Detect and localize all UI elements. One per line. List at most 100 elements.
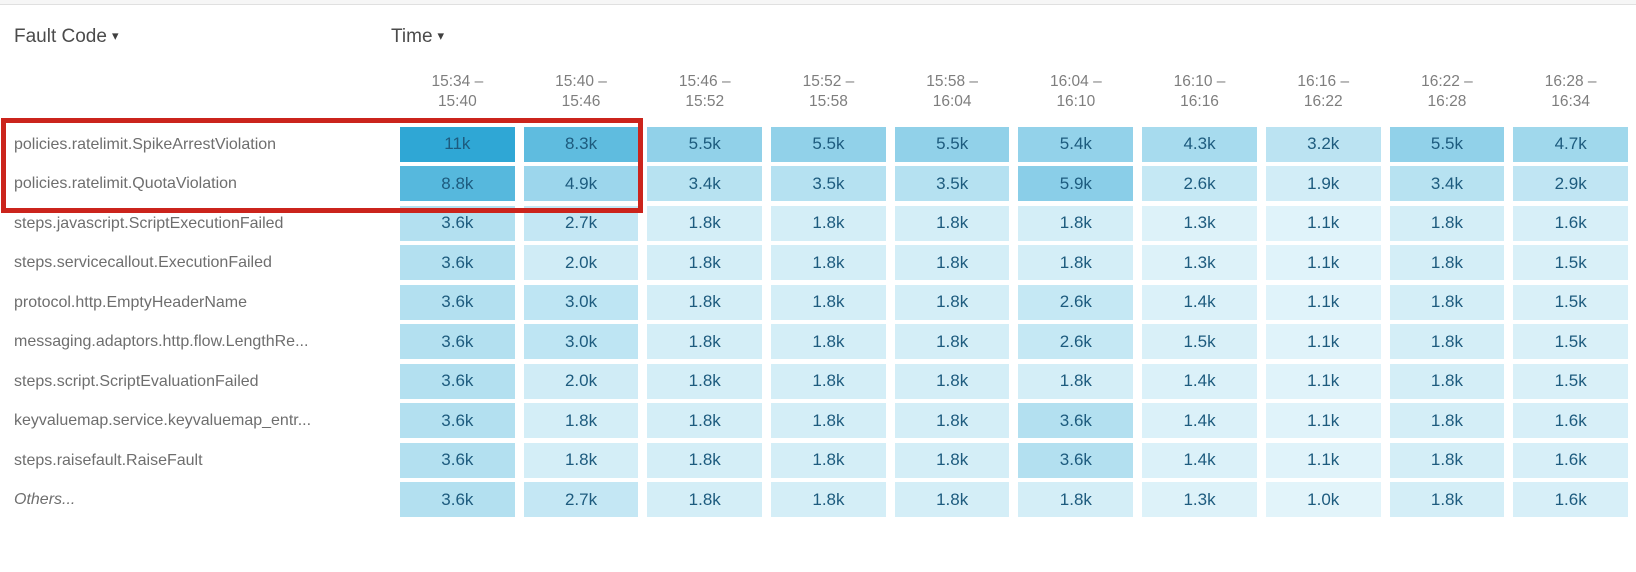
heatmap-cell[interactable]: 1.8k [647,363,763,399]
heatmap-cell[interactable]: 2.7k [523,482,639,517]
heatmap-cell[interactable]: 2.6k [1018,324,1134,359]
heatmap-cell[interactable]: 1.1k [1265,284,1381,320]
heatmap-cell[interactable]: 5.5k [771,126,886,162]
heatmap-cell[interactable]: 4.9k [523,166,639,201]
heatmap-cell[interactable]: 1.8k [894,324,1010,359]
heatmap-cell[interactable]: 1.8k [1389,363,1505,399]
heatmap-cell[interactable]: 1.4k [1142,403,1257,438]
heatmap-cell[interactable]: 1.5k [1513,284,1628,320]
heatmap-cell[interactable]: 1.6k [1513,205,1628,241]
heatmap-cell[interactable]: 8.3k [523,126,639,162]
heatmap-cell[interactable]: 1.8k [1018,245,1134,280]
heatmap-cell[interactable]: 1.6k [1513,442,1628,478]
heatmap-cell[interactable]: 1.8k [771,324,886,359]
heatmap-cell[interactable]: 1.8k [771,284,886,320]
heatmap-cell[interactable]: 3.5k [894,166,1010,201]
heatmap-cell[interactable]: 1.8k [894,403,1010,438]
heatmap-cell[interactable]: 1.8k [894,442,1010,478]
heatmap-cell[interactable]: 2.7k [523,205,639,241]
heatmap-cell[interactable]: 1.0k [1265,482,1381,517]
heatmap-cell[interactable]: 1.1k [1265,403,1381,438]
fault-code-dropdown[interactable]: Fault Code ▾ [14,26,118,48]
heatmap-cell[interactable]: 3.0k [523,324,639,359]
heatmap-cell[interactable]: 1.8k [523,403,639,438]
heatmap-cell[interactable]: 1.6k [1513,482,1628,517]
heatmap-cell[interactable]: 1.1k [1265,363,1381,399]
heatmap-cell[interactable]: 1.8k [1389,324,1505,359]
heatmap-cell[interactable]: 3.6k [400,363,515,399]
heatmap-cell[interactable]: 3.6k [400,245,515,280]
heatmap-cell[interactable]: 1.8k [647,284,763,320]
heatmap-cell[interactable]: 1.8k [1389,482,1505,517]
heatmap-cell[interactable]: 1.5k [1513,245,1628,280]
heatmap-cell[interactable]: 1.4k [1142,284,1257,320]
heatmap-cell[interactable]: 1.8k [647,324,763,359]
heatmap-cell[interactable]: 1.1k [1265,245,1381,280]
heatmap-cell[interactable]: 3.4k [647,166,763,201]
heatmap-cell[interactable]: 1.8k [771,205,886,241]
heatmap-cell[interactable]: 1.5k [1513,363,1628,399]
heatmap-cell[interactable]: 3.6k [1018,403,1134,438]
heatmap-cell[interactable]: 5.5k [1389,126,1505,162]
heatmap-cell[interactable]: 2.0k [523,245,639,280]
heatmap-cell[interactable]: 1.3k [1142,205,1257,241]
heatmap-cell[interactable]: 3.4k [1389,166,1505,201]
heatmap-cell[interactable]: 5.5k [894,126,1010,162]
heatmap-cell[interactable]: 3.6k [400,284,515,320]
heatmap-cell[interactable]: 1.8k [647,482,763,517]
heatmap-cell[interactable]: 5.4k [1018,126,1134,162]
heatmap-cell[interactable]: 1.1k [1265,442,1381,478]
heatmap-cell[interactable]: 1.4k [1142,363,1257,399]
heatmap-cell[interactable]: 8.8k [400,166,515,201]
heatmap-cell[interactable]: 3.2k [1265,126,1381,162]
heatmap-cell[interactable]: 1.8k [894,363,1010,399]
time-dropdown[interactable]: Time ▾ [391,26,444,48]
heatmap-cell[interactable]: 3.6k [1018,442,1134,478]
heatmap-cell[interactable]: 1.8k [1389,205,1505,241]
heatmap-cell[interactable]: 1.8k [894,245,1010,280]
heatmap-cell[interactable]: 1.8k [523,442,639,478]
heatmap-cell[interactable]: 1.8k [894,482,1010,517]
heatmap-cell[interactable]: 1.1k [1265,324,1381,359]
heatmap-cell[interactable]: 1.5k [1513,324,1628,359]
heatmap-cell[interactable]: 5.5k [647,126,763,162]
heatmap-cell[interactable]: 3.5k [771,166,886,201]
heatmap-cell[interactable]: 2.9k [1513,166,1628,201]
heatmap-cell[interactable]: 1.8k [1389,245,1505,280]
heatmap-cell[interactable]: 2.6k [1018,284,1134,320]
heatmap-cell[interactable]: 3.6k [400,205,515,241]
heatmap-cell[interactable]: 1.8k [1389,403,1505,438]
heatmap-cell[interactable]: 3.6k [400,442,515,478]
heatmap-cell[interactable]: 1.8k [647,245,763,280]
heatmap-cell[interactable]: 11k [400,126,515,162]
heatmap-cell[interactable]: 2.0k [523,363,639,399]
heatmap-cell[interactable]: 1.8k [771,482,886,517]
heatmap-cell[interactable]: 1.5k [1142,324,1257,359]
heatmap-cell[interactable]: 3.0k [523,284,639,320]
heatmap-cell[interactable]: 1.9k [1265,166,1381,201]
heatmap-cell[interactable]: 1.8k [894,205,1010,241]
heatmap-cell[interactable]: 1.8k [647,403,763,438]
heatmap-cell[interactable]: 1.3k [1142,245,1257,280]
heatmap-cell[interactable]: 1.3k [1142,482,1257,517]
heatmap-cell[interactable]: 4.7k [1513,126,1628,162]
heatmap-cell[interactable]: 1.8k [1389,442,1505,478]
heatmap-cell[interactable]: 1.8k [647,442,763,478]
heatmap-cell[interactable]: 3.6k [400,403,515,438]
heatmap-cell[interactable]: 1.8k [771,363,886,399]
heatmap-cell[interactable]: 1.8k [1018,205,1134,241]
heatmap-cell[interactable]: 1.8k [1018,363,1134,399]
heatmap-cell[interactable]: 1.8k [1018,482,1134,517]
heatmap-cell[interactable]: 1.4k [1142,442,1257,478]
heatmap-cell[interactable]: 1.8k [771,442,886,478]
heatmap-cell[interactable]: 1.8k [771,403,886,438]
heatmap-cell[interactable]: 5.9k [1018,166,1134,201]
heatmap-cell[interactable]: 1.8k [1389,284,1505,320]
heatmap-cell[interactable]: 3.6k [400,324,515,359]
heatmap-cell[interactable]: 3.6k [400,482,515,517]
heatmap-cell[interactable]: 4.3k [1142,126,1257,162]
heatmap-cell[interactable]: 1.6k [1513,403,1628,438]
heatmap-cell[interactable]: 1.8k [894,284,1010,320]
heatmap-cell[interactable]: 1.1k [1265,205,1381,241]
heatmap-cell[interactable]: 1.8k [647,205,763,241]
